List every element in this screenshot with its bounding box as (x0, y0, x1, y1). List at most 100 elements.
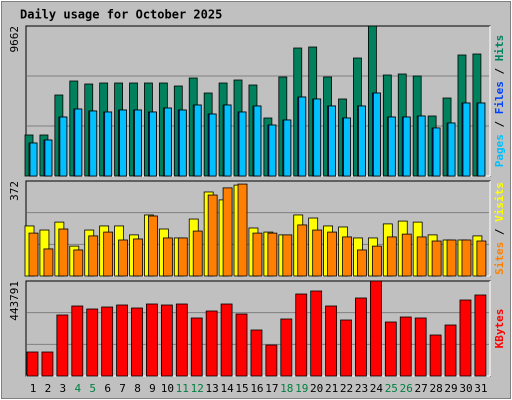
bar (283, 119, 292, 177)
bar (313, 98, 322, 177)
bar (26, 351, 39, 377)
bar (355, 297, 367, 377)
bar (190, 317, 203, 377)
x-tick-label: 20 (310, 382, 323, 395)
bar (104, 111, 113, 177)
x-tick-label: 27 (415, 382, 428, 395)
bar (237, 183, 248, 277)
bar (116, 304, 128, 377)
bar (384, 321, 397, 377)
bar (131, 307, 143, 377)
bar (41, 351, 54, 377)
x-tick-label: 11 (176, 382, 189, 395)
x-tick-label: 3 (60, 382, 67, 395)
x-tick-label: 16 (250, 382, 263, 395)
bar (340, 319, 352, 377)
bar (343, 117, 351, 177)
bar (86, 308, 99, 377)
bar (134, 109, 142, 177)
x-tick-label: 18 (280, 382, 293, 395)
bar (148, 215, 158, 277)
bar (193, 104, 202, 177)
bar (402, 116, 411, 177)
bar (74, 108, 83, 177)
bar (432, 127, 441, 177)
x-tick-label: 13 (206, 382, 219, 395)
bar (429, 334, 442, 377)
bar (372, 92, 381, 177)
x-tick-label: 9 (149, 382, 156, 395)
bar (369, 280, 382, 377)
bar (280, 318, 293, 377)
x-tick-label: 15 (235, 382, 248, 395)
legend-entry: Pages (493, 134, 506, 167)
bar (462, 102, 471, 177)
bar (146, 303, 158, 377)
bar (357, 249, 367, 277)
bar (461, 239, 472, 277)
bar (222, 187, 233, 277)
bar (28, 232, 39, 277)
y-tick-label: 372 (8, 181, 21, 201)
bar (459, 299, 472, 377)
bar (205, 310, 218, 377)
x-tick-label: 4 (74, 382, 81, 395)
y-tick-label: 9662 (8, 26, 21, 53)
bar (250, 329, 263, 377)
bar (44, 139, 53, 177)
x-tick-label: 14 (220, 382, 234, 395)
x-tick-label: 5 (89, 382, 96, 395)
bar (29, 142, 38, 177)
bar (162, 237, 173, 277)
legend-entry: Hits (493, 35, 506, 62)
bar (119, 109, 127, 177)
bar (474, 294, 487, 377)
bar (477, 102, 486, 177)
bar (88, 235, 99, 277)
x-tick-label: 28 (429, 382, 442, 395)
bar (103, 231, 114, 277)
x-tick-label: 23 (355, 382, 368, 395)
bar (59, 116, 68, 177)
bar (310, 290, 323, 377)
bar (327, 231, 338, 277)
x-tick-label: 24 (370, 382, 384, 395)
bar (282, 234, 293, 277)
legend-entry: Visits (493, 182, 506, 222)
bar (476, 240, 487, 277)
legend-entry: Files (493, 81, 506, 114)
x-tick-label: 10 (161, 382, 174, 395)
bar (73, 249, 84, 277)
bar (399, 316, 412, 377)
bar (207, 194, 218, 277)
bar (267, 232, 278, 277)
bar (342, 236, 352, 277)
legend-entry: Sites (493, 242, 506, 275)
bar (387, 116, 396, 177)
bar (71, 305, 84, 377)
legend: Sites / Visits (493, 182, 506, 275)
bar (358, 105, 366, 177)
bar (431, 240, 442, 277)
bar (223, 104, 232, 177)
bar (297, 224, 308, 277)
x-tick-label: 26 (400, 382, 413, 395)
x-tick-label: 17 (265, 382, 278, 395)
legend: Pages / Files / Hits (493, 35, 506, 168)
x-tick-label: 19 (295, 382, 308, 395)
bar (192, 230, 203, 277)
legend: KBytes (493, 309, 506, 349)
bar (265, 344, 278, 377)
bar (56, 314, 69, 377)
bar (89, 110, 98, 177)
x-tick-label: 22 (340, 382, 353, 395)
legend-entry: KBytes (493, 309, 506, 349)
bar (101, 306, 114, 377)
bar (447, 122, 456, 177)
bar (252, 232, 263, 277)
bar (386, 236, 397, 277)
bar (177, 237, 188, 277)
bar (149, 111, 157, 177)
bar (43, 248, 54, 277)
